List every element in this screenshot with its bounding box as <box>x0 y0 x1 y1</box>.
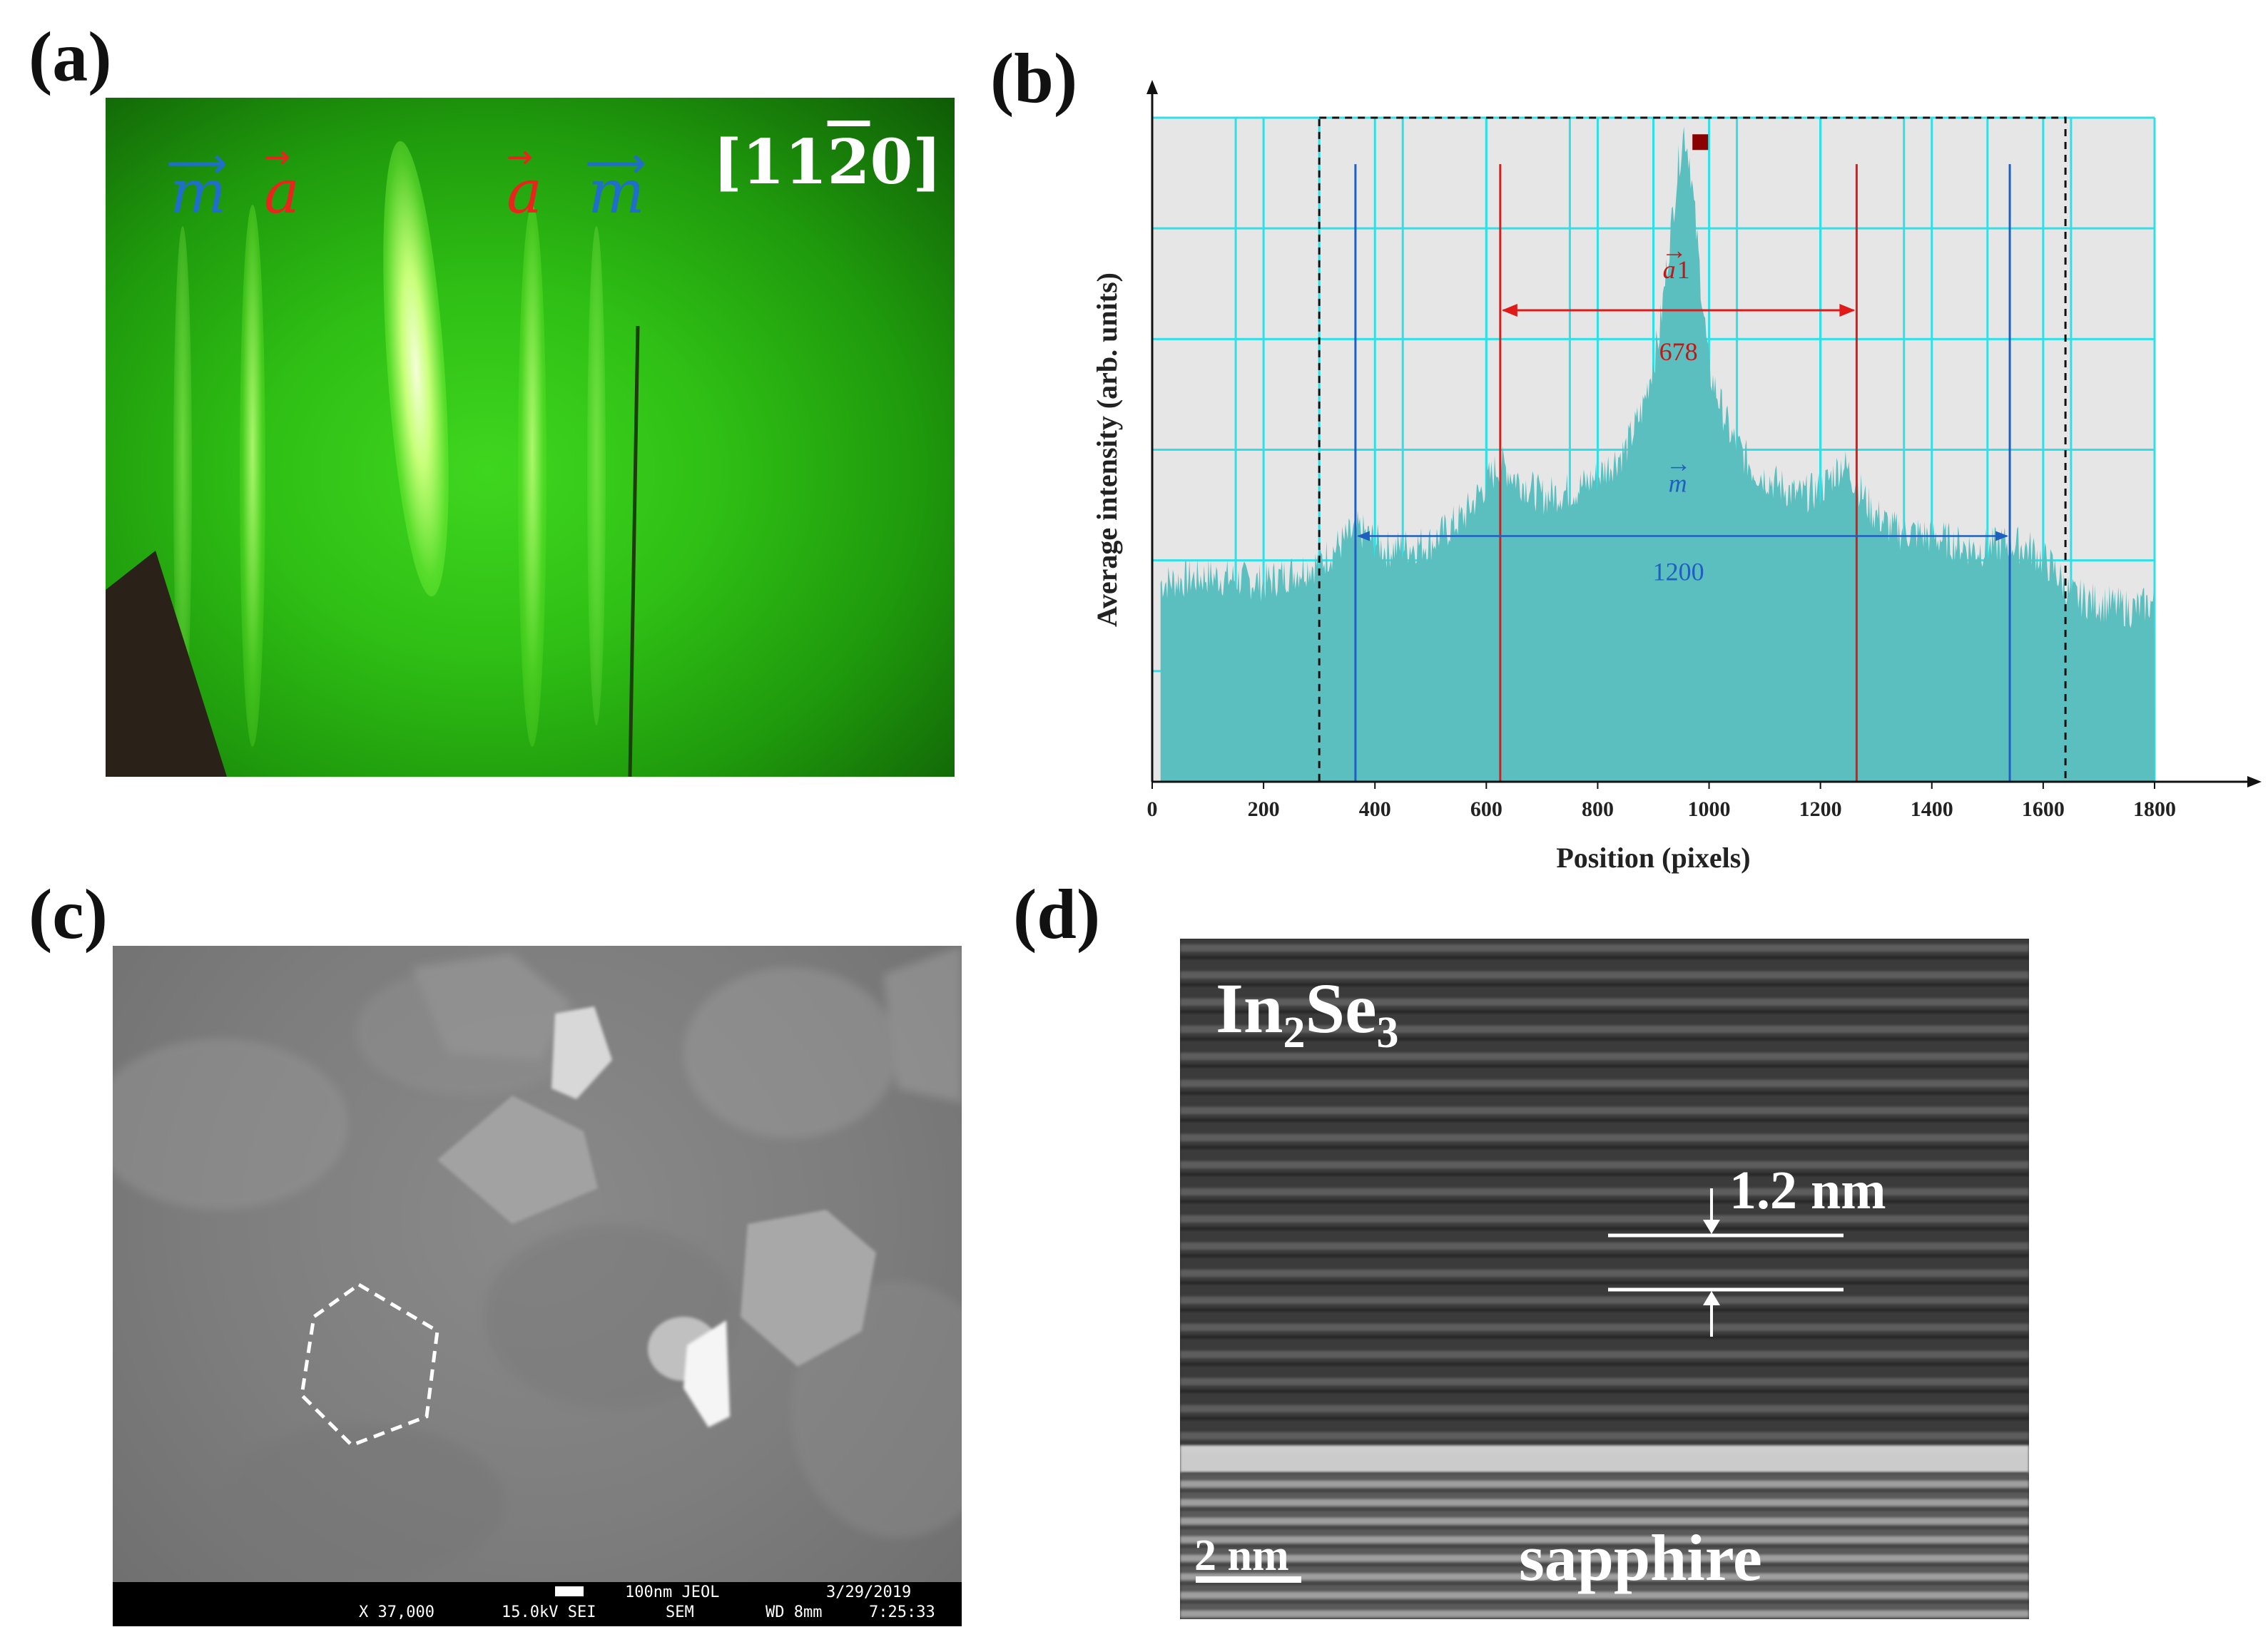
intensity-profile-area <box>1160 126 2155 782</box>
spacing-arrowhead-bottom <box>1703 1291 1720 1305</box>
m-label-left: m <box>170 157 227 227</box>
m-spacing-value: 1200 <box>1653 558 1704 586</box>
zone-axis-prefix: [11 <box>713 126 828 198</box>
m-vector-label: m <box>1669 469 1687 498</box>
y-axis-title: Average intensity (arb. units) <box>1091 272 1123 627</box>
rheed-streak-a-left <box>240 205 265 747</box>
panel-a-label: (a) <box>29 17 112 96</box>
x-axis-arrowhead <box>2247 776 2262 787</box>
sem-scale-bar <box>555 1586 584 1596</box>
roi-dashed-box <box>1318 116 2067 783</box>
x-tick-label-1400: 1400 <box>1911 797 1953 821</box>
sem-mode: SEM <box>666 1603 694 1621</box>
panel-b-label: (b) <box>990 39 1078 118</box>
spacing-arrowhead-top <box>1703 1220 1720 1234</box>
x-tick-label-1800: 1800 <box>2133 797 2176 821</box>
x-tick-label-200: 200 <box>1248 797 1280 821</box>
hrtem-image: In2Se3 1.2 nm 2 nm sapphire <box>1180 939 2029 1619</box>
hrtem-scale-label: 2 nm <box>1194 1531 1289 1580</box>
crystallite-2 <box>741 1210 876 1367</box>
zone-axis-overbar-digit: 2 <box>827 126 870 198</box>
x-tick-label-800: 800 <box>1582 797 1614 821</box>
x-tick-label-0: 0 <box>1147 797 1158 821</box>
y-axis-arrowhead <box>1146 80 1158 94</box>
material-element-se: Se <box>1305 969 1377 1048</box>
peak-marker <box>1692 134 1709 151</box>
m-spacing-arrowhead-right <box>1995 531 2009 541</box>
crystallite-3-bright <box>683 1320 730 1427</box>
m-vector-arrow-right: ⟶ <box>585 138 647 188</box>
m-label-right: m <box>588 157 645 227</box>
sem-surface-features <box>113 946 962 1581</box>
sem-scale-text: 100nm JEOL <box>625 1583 720 1601</box>
panel-d-label: (d) <box>1013 874 1101 954</box>
x-tick-label-400: 400 <box>1359 797 1391 821</box>
sem-magnification: X 37,000 <box>359 1603 434 1621</box>
sem-voltage: 15.0kV SEI <box>502 1603 596 1621</box>
a-vector-arrow-right: → <box>507 139 533 175</box>
hrtem-lattice-fringes <box>1180 939 2029 1619</box>
a-spacing-value: 678 <box>1659 337 1698 366</box>
a-vector-arrow-left: → <box>264 139 290 175</box>
zone-axis-label: [1120] <box>713 126 942 198</box>
x-tick-label-1200: 1200 <box>1799 797 1842 821</box>
material-subscript-se: 3 <box>1376 1009 1399 1057</box>
rheed-streak-m-right <box>587 226 606 725</box>
a-spacing-arrowhead-right <box>1839 303 1856 317</box>
x-tick-label-1000: 1000 <box>1688 797 1731 821</box>
zone-axis-suffix: 0] <box>870 126 942 198</box>
m-vector-arrow: → <box>1666 449 1692 478</box>
rheed-streak-a-right <box>518 205 546 747</box>
x-tick-label-600: 600 <box>1470 797 1502 821</box>
rheed-pattern-image: ⟶ m → a → a ⟶ m [1120] <box>106 98 955 777</box>
sem-image: 100nm JEOL 3/29/2019 X 37,000 15.0kV SEI… <box>113 946 962 1626</box>
hrtem-scale-bar <box>1196 1576 1301 1583</box>
a-spacing-arrowhead-left <box>1501 303 1517 317</box>
panel-c-label: (c) <box>29 874 108 954</box>
x-tick-label-1600: 1600 <box>2022 797 2065 821</box>
x-axis-title: Position (pixels) <box>1556 842 1750 874</box>
crystallite-1 <box>437 1096 598 1224</box>
hexagon-outline <box>300 1282 439 1447</box>
m-spacing-arrowhead-left <box>1356 531 1370 541</box>
crystallite-1-bright <box>551 1006 612 1099</box>
material-label: In2Se3 <box>1216 967 1399 1059</box>
spacing-label: 1.2 nm <box>1729 1161 1886 1220</box>
a-label-right: a <box>507 157 543 227</box>
m-vector-arrow-left: ⟶ <box>166 138 228 188</box>
sem-time: 7:25:33 <box>869 1603 935 1621</box>
substrate-label: sapphire <box>1519 1521 1762 1594</box>
sem-date: 3/29/2019 <box>826 1583 912 1601</box>
a-vector-arrow: → <box>1662 236 1687 265</box>
a-vector-label-suffix: 1 <box>1677 255 1690 284</box>
sem-working-distance: WD 8mm <box>766 1603 823 1621</box>
a-label-left: a <box>264 157 300 227</box>
material-element-in: In <box>1216 969 1283 1048</box>
sem-info-bar: 100nm JEOL 3/29/2019 X 37,000 15.0kV SEI… <box>113 1582 962 1626</box>
material-subscript-in: 2 <box>1283 1009 1306 1057</box>
a-vector-label: a <box>1663 255 1676 284</box>
rheed-shadow-wedge <box>106 551 227 777</box>
